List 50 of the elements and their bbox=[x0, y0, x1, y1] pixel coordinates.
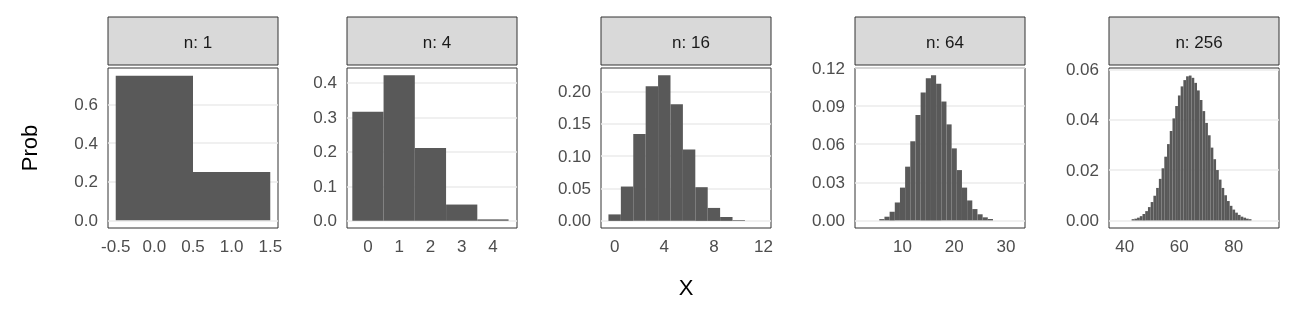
y-tick-label: 0.09 bbox=[811, 96, 845, 116]
x-tick-label: 1 bbox=[394, 237, 404, 256]
x-tick-label: 40 bbox=[1115, 237, 1135, 256]
y-tick-label: 0.06 bbox=[811, 134, 845, 154]
y-tick-label: 0.00 bbox=[811, 210, 845, 230]
y-tick-label: 0.10 bbox=[557, 146, 591, 166]
x-tick-label: 12 bbox=[754, 237, 774, 256]
x-tick-label: 0 bbox=[609, 237, 620, 256]
x-tick-label: 2 bbox=[425, 237, 436, 256]
y-tick-label: 0.03 bbox=[811, 172, 845, 192]
x-tick-label: 10 bbox=[893, 237, 912, 256]
y-tick-label: 0.2 bbox=[313, 142, 337, 162]
y-tick-label: 0.3 bbox=[313, 107, 337, 127]
x-tick-label: 4 bbox=[488, 237, 498, 256]
chart-title: n: 1 bbox=[183, 33, 213, 52]
x-tick-label: 0.5 bbox=[181, 237, 205, 256]
x-axis-title: X bbox=[678, 274, 694, 300]
y-tick-label: 0.06 bbox=[1065, 59, 1099, 79]
x-tick-label: 0 bbox=[363, 237, 373, 256]
x-tick-label: 20 bbox=[944, 237, 964, 256]
y-tick-label: 0.1 bbox=[313, 176, 337, 196]
y-tick-label: 0.20 bbox=[557, 81, 591, 101]
y-tick-label: 0.4 bbox=[74, 133, 98, 153]
chart-title: n: 64 bbox=[926, 33, 964, 52]
y-tick-label: 0.15 bbox=[557, 114, 591, 134]
y-tick-label: 0.0 bbox=[313, 211, 337, 231]
chart-title: n: 256 bbox=[1175, 33, 1223, 52]
y-tick-label: 0.2 bbox=[74, 172, 98, 192]
y-tick-label: 0.00 bbox=[1065, 210, 1099, 230]
x-tick-label: 0.0 bbox=[142, 237, 167, 256]
x-tick-label: 3 bbox=[456, 237, 467, 256]
x-tick-label: 4 bbox=[659, 237, 670, 256]
y-tick-label: 0.02 bbox=[1065, 160, 1099, 180]
x-tick-label: 60 bbox=[1169, 237, 1189, 256]
y-tick-label: 0.6 bbox=[74, 95, 98, 115]
y-tick-label: 0.05 bbox=[557, 178, 591, 198]
x-tick-label: 80 bbox=[1224, 237, 1244, 256]
y-tick-label: 0.4 bbox=[313, 73, 337, 93]
x-tick-label: -0.5 bbox=[101, 237, 131, 256]
y-tick-label: 0.0 bbox=[74, 210, 98, 230]
chart-title: n: 4 bbox=[422, 33, 452, 52]
y-tick-label: 0.12 bbox=[811, 58, 845, 78]
x-tick-label: 30 bbox=[996, 237, 1016, 256]
x-tick-label: 8 bbox=[709, 237, 719, 256]
y-tick-label: 0.00 bbox=[557, 211, 591, 231]
x-tick-label: 1.5 bbox=[258, 237, 283, 256]
x-tick-label: 1.0 bbox=[219, 237, 244, 256]
y-axis-title: Prob bbox=[16, 124, 42, 172]
y-tick-label: 0.04 bbox=[1065, 110, 1099, 130]
chart-title: n: 16 bbox=[672, 33, 710, 52]
